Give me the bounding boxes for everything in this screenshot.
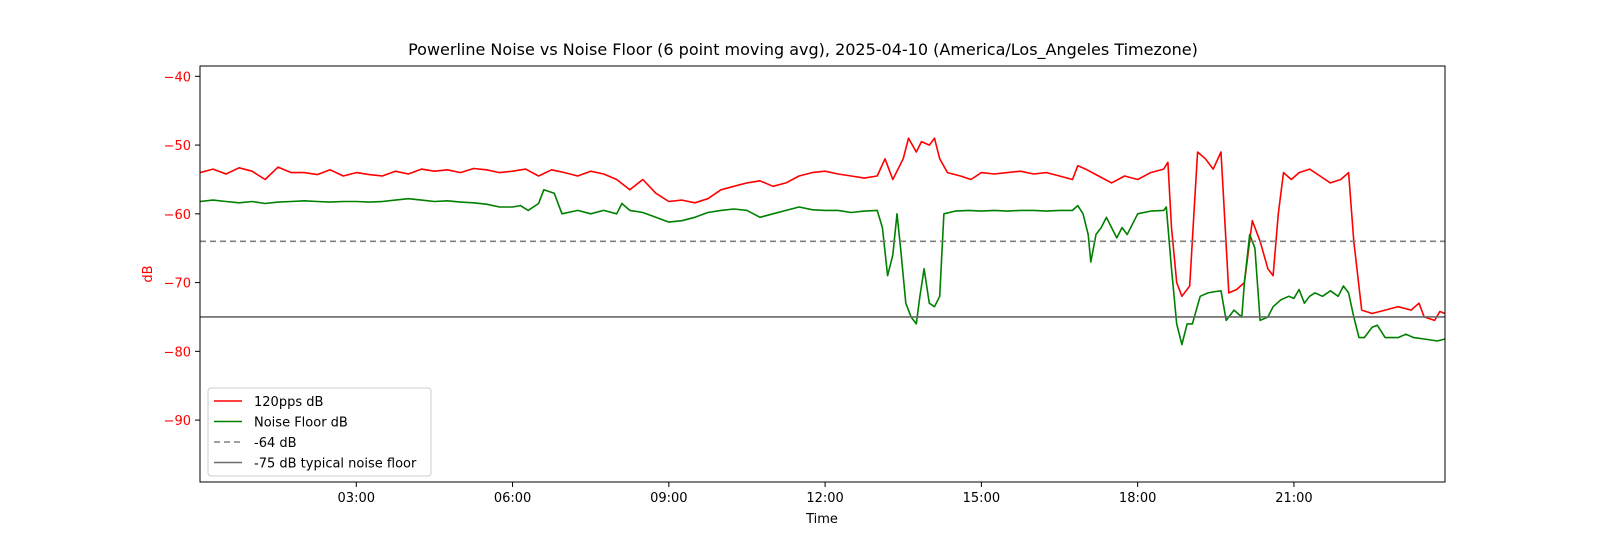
plot-frame bbox=[199, 65, 1446, 483]
series-line-0 bbox=[199, 137, 1446, 322]
y-axis-label: dB bbox=[141, 265, 156, 282]
y-tick-label: −60 bbox=[164, 208, 191, 223]
y-tick-label: −90 bbox=[164, 414, 191, 429]
plot-area bbox=[199, 137, 1446, 346]
x-axis: 03:00 06:00 09:00 12:00 15:00 18:00 21:00 bbox=[338, 482, 1313, 506]
x-tick-label: 03:00 bbox=[338, 491, 375, 506]
y-axis: −40 −50 −60 −70 −80 −90 bbox=[164, 70, 200, 429]
y-tick-label: −80 bbox=[164, 345, 191, 360]
x-tick-label: 18:00 bbox=[1119, 491, 1156, 506]
legend-label: -75 dB typical noise floor bbox=[254, 457, 417, 472]
y-tick-label: −70 bbox=[164, 277, 191, 292]
chart-title: Powerline Noise vs Noise Floor (6 point … bbox=[408, 40, 1198, 60]
y-tick-label: −50 bbox=[164, 139, 191, 154]
legend-label: Noise Floor dB bbox=[254, 416, 348, 431]
legend: 120pps dB Noise Floor dB -64 dB -75 dB typi… bbox=[207, 387, 432, 477]
series-line-1 bbox=[199, 189, 1446, 346]
legend-label: -64 dB bbox=[254, 436, 297, 451]
y-tick-label: −40 bbox=[164, 70, 191, 85]
x-tick-label: 21:00 bbox=[1275, 491, 1312, 506]
x-tick-label: 15:00 bbox=[963, 491, 1000, 506]
x-axis-label: Time bbox=[805, 512, 838, 527]
x-tick-label: 06:00 bbox=[494, 491, 531, 506]
x-tick-label: 09:00 bbox=[650, 491, 687, 506]
legend-box bbox=[207, 387, 432, 477]
x-tick-label: 12:00 bbox=[806, 491, 843, 506]
legend-label: 120pps dB bbox=[254, 395, 323, 410]
